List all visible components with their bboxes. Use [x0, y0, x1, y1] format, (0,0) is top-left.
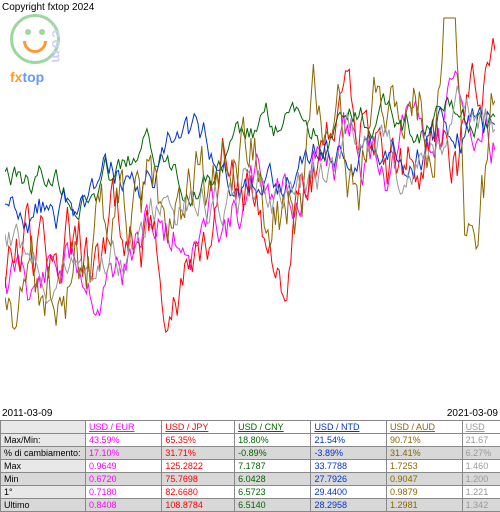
stat-cell: 108.8784: [162, 499, 235, 512]
stat-cell: 17.10%: [86, 447, 162, 460]
stat-cell: 29.4400: [311, 486, 387, 499]
column-header: USD / JPY: [162, 421, 235, 434]
column-header: USD: [462, 421, 500, 434]
row-label: Min: [1, 473, 86, 486]
stat-cell: 0.8408: [86, 499, 162, 512]
stat-cell: -0.89%: [235, 447, 311, 460]
stat-cell: 1.460: [462, 460, 500, 473]
stat-cell: 6.5140: [235, 499, 311, 512]
stat-cell: 33.7788: [311, 460, 387, 473]
column-header: USD / CNY: [235, 421, 311, 434]
row-label: % di cambiamento:: [1, 447, 86, 460]
currency-chart: [5, 10, 495, 410]
stat-cell: 1.221: [462, 486, 500, 499]
stat-cell: 28.2958: [311, 499, 387, 512]
row-label: Max: [1, 460, 86, 473]
stat-cell: 0.9047: [387, 473, 463, 486]
stat-cell: 75.7698: [162, 473, 235, 486]
stat-cell: 31.71%: [162, 447, 235, 460]
row-label: Max/Min:: [1, 434, 86, 447]
stat-cell: 43.59%: [86, 434, 162, 447]
column-header: USD / AUD: [387, 421, 463, 434]
row-label: 1°: [1, 486, 86, 499]
stat-cell: 1.200: [462, 473, 500, 486]
x-axis-start-label: 2011-03-09: [2, 408, 52, 419]
column-header: USD / NTD: [311, 421, 387, 434]
stat-cell: 21.67: [462, 434, 500, 447]
column-header: USD / EUR: [86, 421, 162, 434]
stat-cell: 1.7253: [387, 460, 463, 473]
stat-cell: 0.7180: [86, 486, 162, 499]
stat-cell: -3.89%: [311, 447, 387, 460]
x-axis-end-label: 2021-03-09: [447, 408, 498, 419]
stat-cell: 27.7926: [311, 473, 387, 486]
stats-table: USD / EURUSD / JPYUSD / CNYUSD / NTDUSD …: [0, 420, 500, 512]
stat-cell: 6.5723: [235, 486, 311, 499]
stat-cell: 1.2981: [387, 499, 463, 512]
stat-cell: 90.71%: [387, 434, 463, 447]
row-label: Ultimo: [1, 499, 86, 512]
stat-cell: 0.9649: [86, 460, 162, 473]
stat-cell: 0.6720: [86, 473, 162, 486]
stats-table-wrap: USD / EURUSD / JPYUSD / CNYUSD / NTDUSD …: [0, 420, 500, 512]
stat-cell: 125.2822: [162, 460, 235, 473]
stat-cell: 1.342: [462, 499, 500, 512]
stat-cell: 7.1787: [235, 460, 311, 473]
stat-cell: 18.80%: [235, 434, 311, 447]
stat-cell: 6.0428: [235, 473, 311, 486]
stat-cell: 82.6680: [162, 486, 235, 499]
stat-cell: 21.54%: [311, 434, 387, 447]
stat-cell: 6.27%: [462, 447, 500, 460]
stat-cell: 0.9879: [387, 486, 463, 499]
stat-cell: 31.41%: [387, 447, 463, 460]
stat-cell: 65.35%: [162, 434, 235, 447]
